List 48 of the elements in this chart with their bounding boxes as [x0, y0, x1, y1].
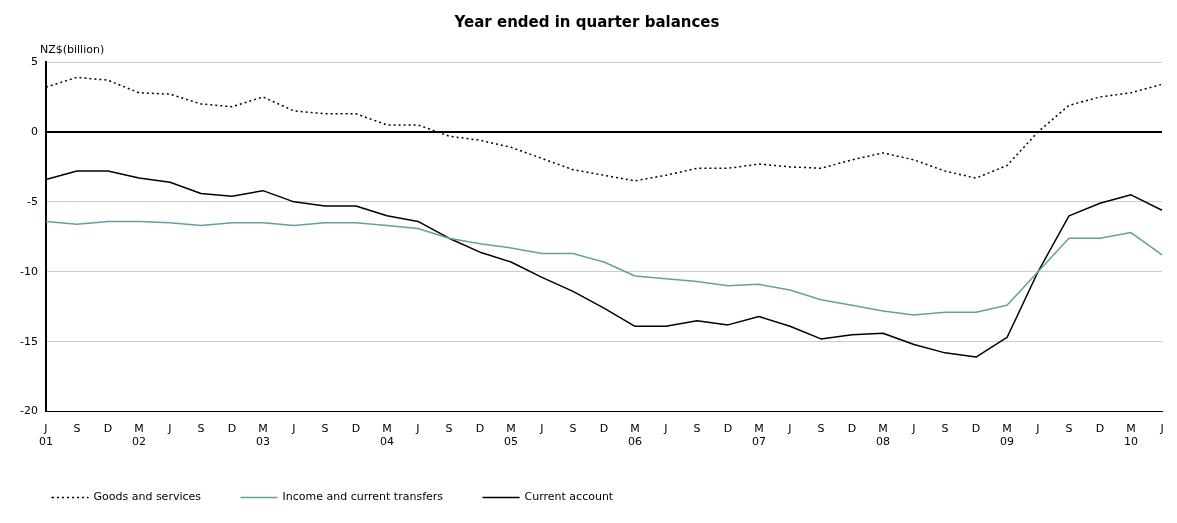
x-tick-label: D: [351, 422, 361, 436]
x-tick-label: M 06: [627, 422, 642, 449]
x-tick-label: D: [475, 422, 485, 436]
x-tick-label: M 05: [503, 422, 518, 449]
x-tick-label: M 02: [131, 422, 146, 449]
x-tick-label: J: [539, 422, 544, 436]
x-tick-label: S: [1065, 422, 1073, 436]
x-tick-label: S: [73, 422, 81, 436]
x-tick-label: M 09: [1000, 422, 1014, 449]
x-tick-label: J: [415, 422, 420, 436]
x-tick-label: D: [971, 422, 981, 436]
x-tick-label: J: [663, 422, 668, 436]
y-tick-label: -10: [20, 264, 38, 278]
x-tick-label: D: [599, 422, 609, 436]
x-tick-label: J: [291, 422, 296, 436]
x-tick-label: J: [787, 422, 792, 436]
x-tick-label: M 04: [379, 422, 394, 449]
x-tick-label: M 10: [1124, 422, 1138, 449]
x-tick-label: J: [1159, 422, 1164, 436]
x-tick-label: S: [817, 422, 825, 436]
x-tick-label: D: [847, 422, 857, 436]
x-tick-label: D: [723, 422, 733, 436]
x-tick-label: M 07: [751, 422, 766, 449]
x-tick-label: J: [911, 422, 916, 436]
legend-label: Current account: [524, 490, 614, 504]
x-tick-label: D: [1095, 422, 1105, 436]
x-tick-label: J: [1035, 422, 1040, 436]
x-tick-label: J: [167, 422, 172, 436]
x-tick-label: D: [227, 422, 237, 436]
y-axis-title: NZ$(billion): [39, 42, 105, 56]
x-tick-label: S: [569, 422, 577, 436]
y-tick-label: -5: [27, 194, 38, 208]
x-tick-label: M 03: [255, 422, 270, 449]
y-tick-label: -15: [20, 334, 38, 348]
x-tick-label: S: [321, 422, 329, 436]
x-tick-label: S: [941, 422, 949, 436]
chart-title: Year ended in quarter balances: [453, 12, 720, 31]
x-tick-label: S: [197, 422, 205, 436]
x-tick-label: M 08: [875, 422, 890, 449]
x-tick-label: J 01: [38, 422, 53, 449]
x-tick-label: D: [103, 422, 113, 436]
y-tick-label: 0: [30, 124, 38, 138]
x-tick-label: S: [445, 422, 453, 436]
y-tick-label: 5: [30, 54, 38, 68]
legend-label: Income and current transfers: [282, 490, 444, 504]
x-tick-label: S: [693, 422, 701, 436]
y-tick-label: -20: [20, 404, 38, 418]
legend-label: Goods and services: [93, 490, 202, 504]
